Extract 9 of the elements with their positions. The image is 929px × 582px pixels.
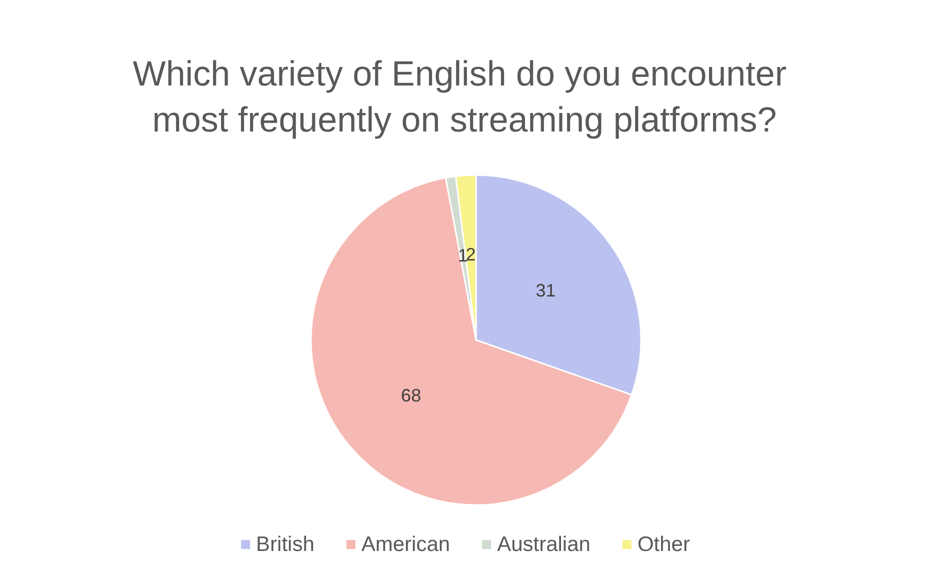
data-label: 68 [401,386,422,406]
data-label: 31 [536,280,556,301]
legend-label: Other [637,533,690,556]
data-label: 1 [458,246,468,266]
legend-label: American [361,533,450,556]
legend-label: Australian [497,533,590,556]
legend-label: British [256,533,314,556]
chart-title: Which variety of English do you encounter most frequently on streaming platforms? [132,54,796,140]
data-label: 2 [466,244,476,265]
